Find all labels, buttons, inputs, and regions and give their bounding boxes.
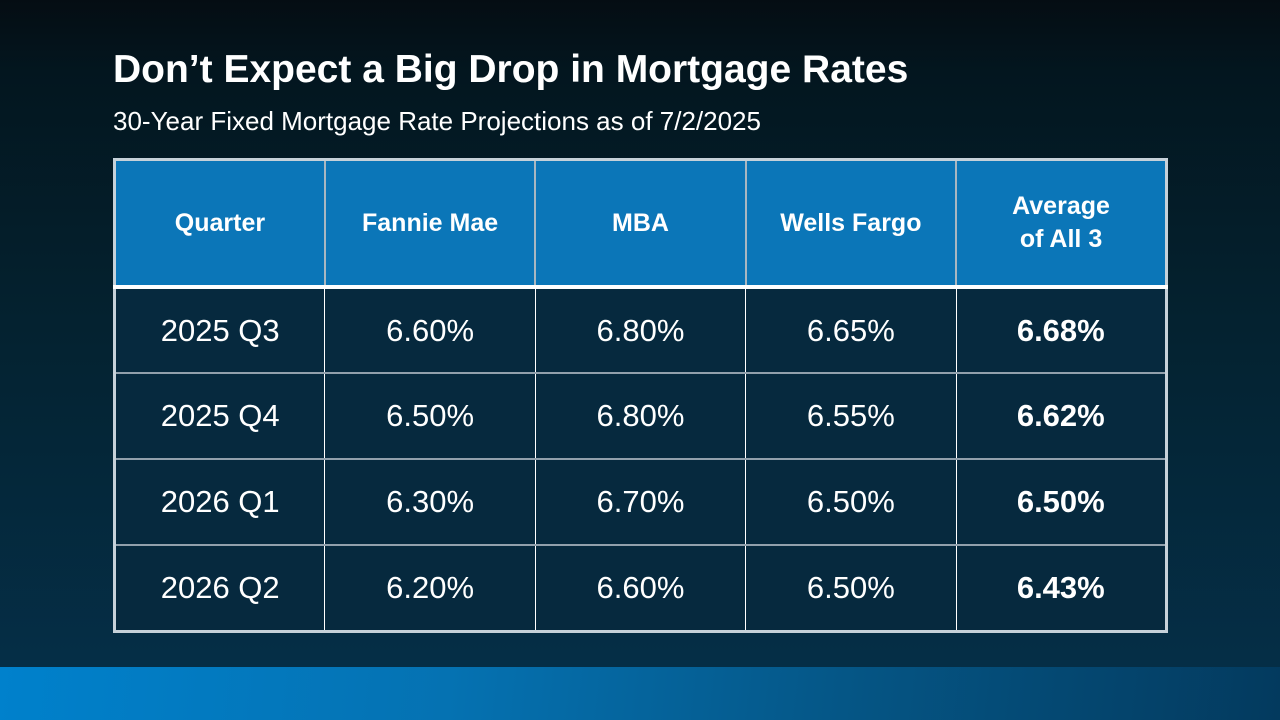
table-header-row: Quarter Fannie Mae MBA Wells Fargo Avera… [113,159,1168,290]
cell-mba: 6.80% [534,372,747,460]
table-row: 2026 Q1 6.30% 6.70% 6.50% 6.50% [113,458,1168,546]
header-cell-wells-fargo: Wells Fargo [744,159,958,290]
cell-fannie-mae: 6.50% [324,372,536,460]
cell-wells-fargo: 6.55% [745,372,957,460]
cell-fannie-mae: 6.30% [324,458,536,546]
cell-average: 6.62% [955,372,1168,460]
slide-content: Don’t Expect a Big Drop in Mortgage Rate… [113,0,1168,633]
table-header: Quarter Fannie Mae MBA Wells Fargo Avera… [113,159,1168,290]
table-body: 2025 Q3 6.60% 6.80% 6.65% 6.68% 2025 Q4 … [113,286,1168,632]
cell-quarter: 2026 Q1 [113,458,326,546]
cell-wells-fargo: 6.65% [745,286,957,374]
header-cell-average: Average of All 3 [1012,192,1110,253]
page-title: Don’t Expect a Big Drop in Mortgage Rate… [113,48,909,91]
cell-fannie-mae: 6.20% [324,544,536,632]
cell-mba: 6.70% [534,458,747,546]
cell-wells-fargo: 6.50% [745,544,957,632]
mortgage-rates-table: Quarter Fannie Mae MBA Wells Fargo Avera… [113,157,1168,633]
table-row: 2025 Q3 6.60% 6.80% 6.65% 6.68% [113,286,1168,374]
page-subtitle: 30-Year Fixed Mortgage Rate Projections … [113,105,761,136]
header-cell-mba: MBA [534,159,747,290]
table-row: 2026 Q2 6.20% 6.60% 6.50% 6.43% [113,544,1168,632]
header-cell-fannie-mae: Fannie Mae [323,159,537,290]
accent-bar [0,667,1280,720]
cell-average: 6.43% [955,544,1168,632]
cell-quarter: 2025 Q4 [113,372,326,460]
cell-average: 6.68% [955,286,1168,374]
cell-mba: 6.80% [534,286,747,374]
cell-mba: 6.60% [534,544,747,632]
cell-fannie-mae: 6.60% [324,286,536,374]
cell-quarter: 2025 Q3 [113,286,326,374]
cell-average: 6.50% [955,458,1168,546]
cell-quarter: 2026 Q2 [113,544,326,632]
cell-wells-fargo: 6.50% [745,458,957,546]
table-row: 2025 Q4 6.50% 6.80% 6.55% 6.62% [113,372,1168,460]
header-cell-quarter: Quarter [113,159,326,290]
